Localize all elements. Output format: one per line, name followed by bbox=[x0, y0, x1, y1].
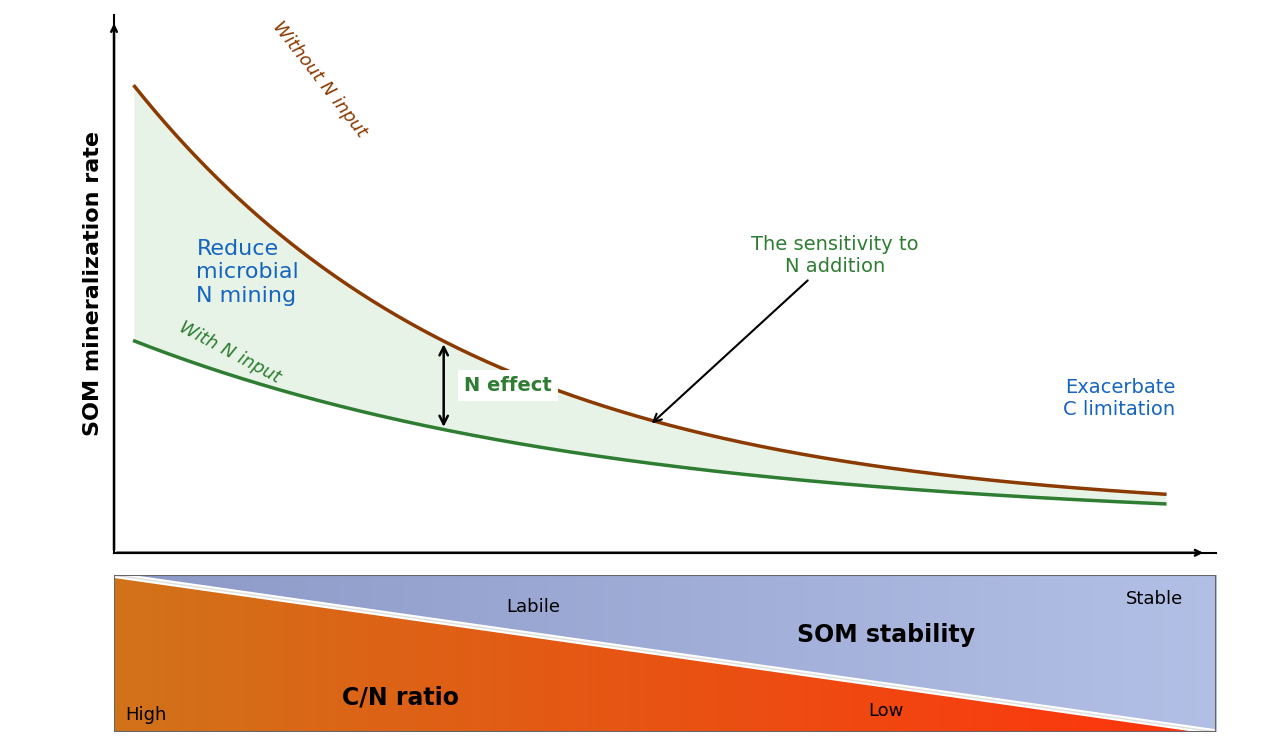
Text: C/N ratio: C/N ratio bbox=[342, 686, 459, 710]
Text: Labile: Labile bbox=[506, 598, 560, 616]
Text: With N input: With N input bbox=[176, 318, 284, 387]
Text: The sensitivity to
N addition: The sensitivity to N addition bbox=[654, 235, 919, 422]
Text: Low: Low bbox=[868, 701, 903, 719]
Text: Stable: Stable bbox=[1126, 589, 1183, 608]
Text: Without N input: Without N input bbox=[269, 18, 370, 141]
Text: Reduce
microbial
N mining: Reduce microbial N mining bbox=[196, 239, 299, 306]
Text: N effect: N effect bbox=[464, 376, 552, 395]
Text: High: High bbox=[125, 706, 166, 725]
Y-axis label: SOM mineralization rate: SOM mineralization rate bbox=[82, 131, 103, 436]
Text: SOM stability: SOM stability bbox=[797, 623, 974, 647]
Text: Exacerbate
C limitation: Exacerbate C limitation bbox=[1063, 378, 1175, 419]
